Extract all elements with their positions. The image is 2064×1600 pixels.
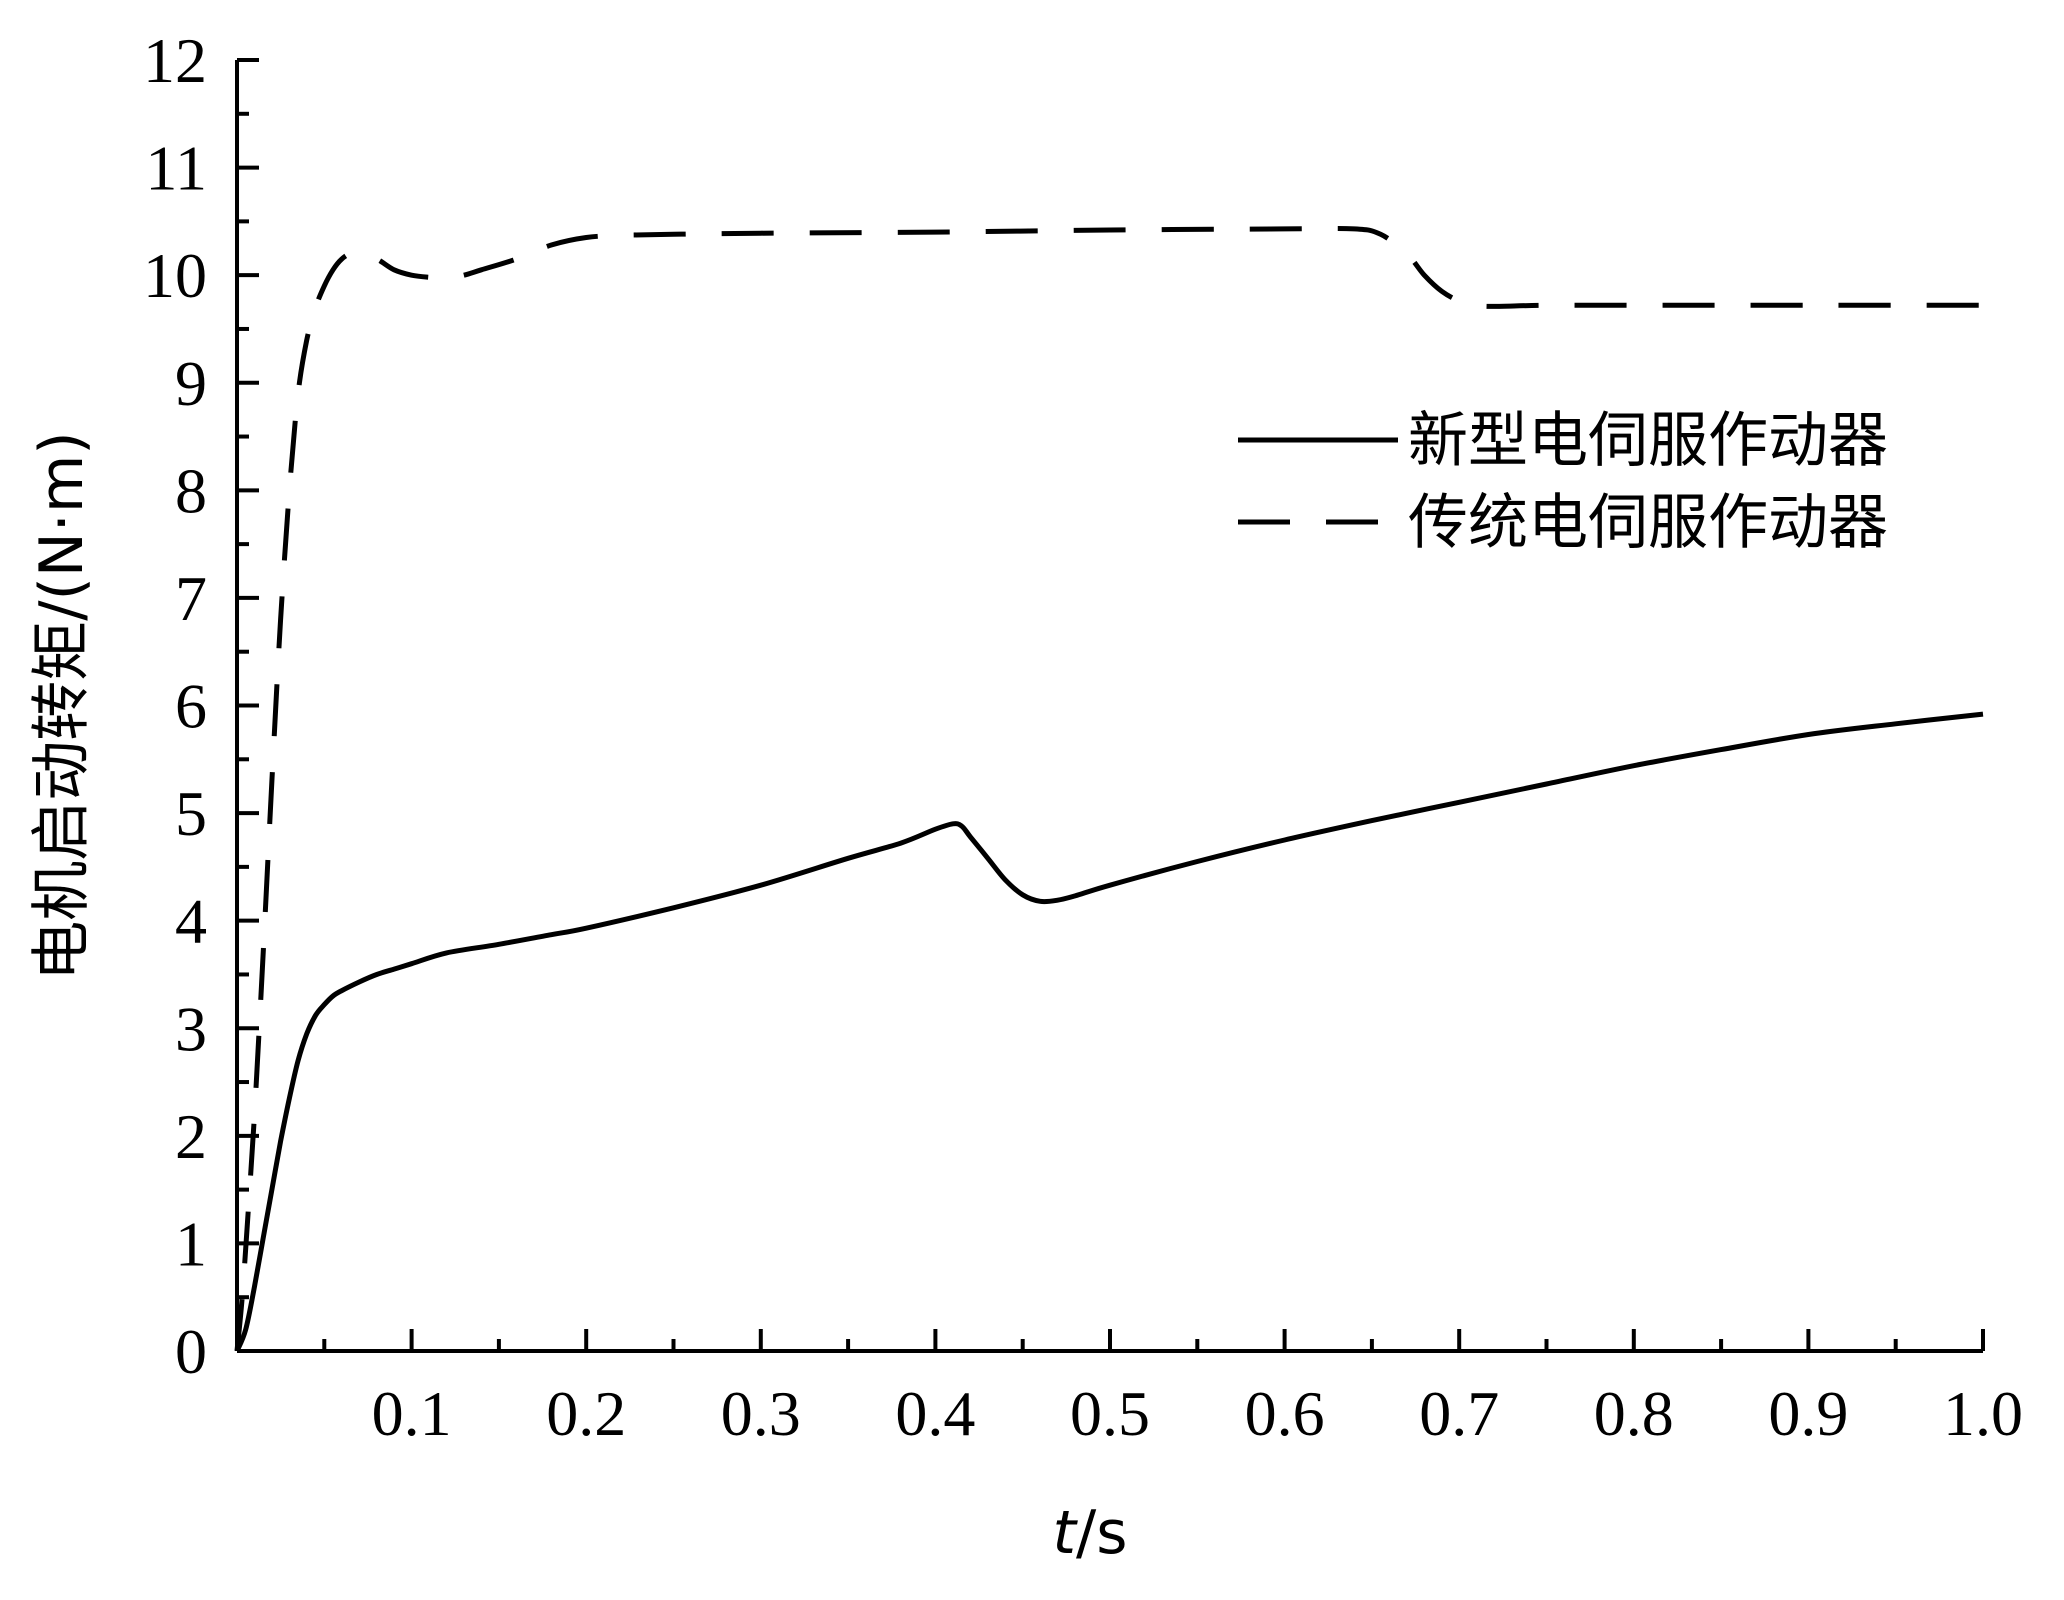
x-tick-label: 0.2 [546, 1378, 626, 1449]
y-tick-label: 9 [175, 348, 207, 419]
y-tick-label: 1 [175, 1208, 207, 1279]
x-tick-label: 0.1 [372, 1378, 452, 1449]
x-tick-label: 0.8 [1594, 1378, 1674, 1449]
y-tick-label: 4 [175, 886, 207, 957]
x-tick-label: 0.9 [1768, 1378, 1848, 1449]
y-tick-label: 3 [175, 993, 207, 1064]
series-line-traditional [234, 225, 1983, 1352]
legend-label-new: 新型电伺服作动器 [1408, 406, 1888, 476]
series-lines [234, 225, 1984, 1353]
y-tick-label: 7 [175, 563, 207, 634]
y-tick-label: 12 [143, 25, 207, 96]
x-axis-title-italic: t [1052, 1498, 1078, 1568]
y-tick-label: 11 [145, 133, 207, 204]
x-tick-label: 0.5 [1070, 1378, 1150, 1449]
x-tick-label: 0.4 [895, 1378, 975, 1449]
series-line-new [234, 711, 1984, 1353]
y-tick-label: 5 [175, 778, 207, 849]
x-axis-title: t/s [1052, 1498, 1127, 1568]
tick-labels: 0.1 0.2 0.3 0.4 0.5 0.6 0.7 0.8 0.9 1.00123456789… [143, 25, 2023, 1449]
y-tick-label: 0 [175, 1316, 207, 1387]
y-axis-title: 电机启动转矩/(N·m) [27, 431, 97, 980]
y-tick-label: 8 [175, 455, 207, 526]
legend: 新型电伺服作动器 传统电伺服作动器 [1238, 406, 1888, 558]
y-tick-label: 6 [175, 671, 207, 742]
x-tick-label: 0.7 [1419, 1378, 1499, 1449]
y-tick-label: 10 [143, 240, 207, 311]
x-tick-label: 0.3 [721, 1378, 801, 1449]
y-tick-label: 2 [175, 1101, 207, 1172]
x-tick-label: 0.6 [1245, 1378, 1325, 1449]
x-tick-label: 1.0 [1943, 1378, 2023, 1449]
legend-label-traditional: 传统电伺服作动器 [1408, 488, 1888, 558]
axes [235, 60, 1983, 1353]
x-axis-title-unit: /s [1076, 1498, 1127, 1568]
ticks [237, 58, 1985, 1353]
